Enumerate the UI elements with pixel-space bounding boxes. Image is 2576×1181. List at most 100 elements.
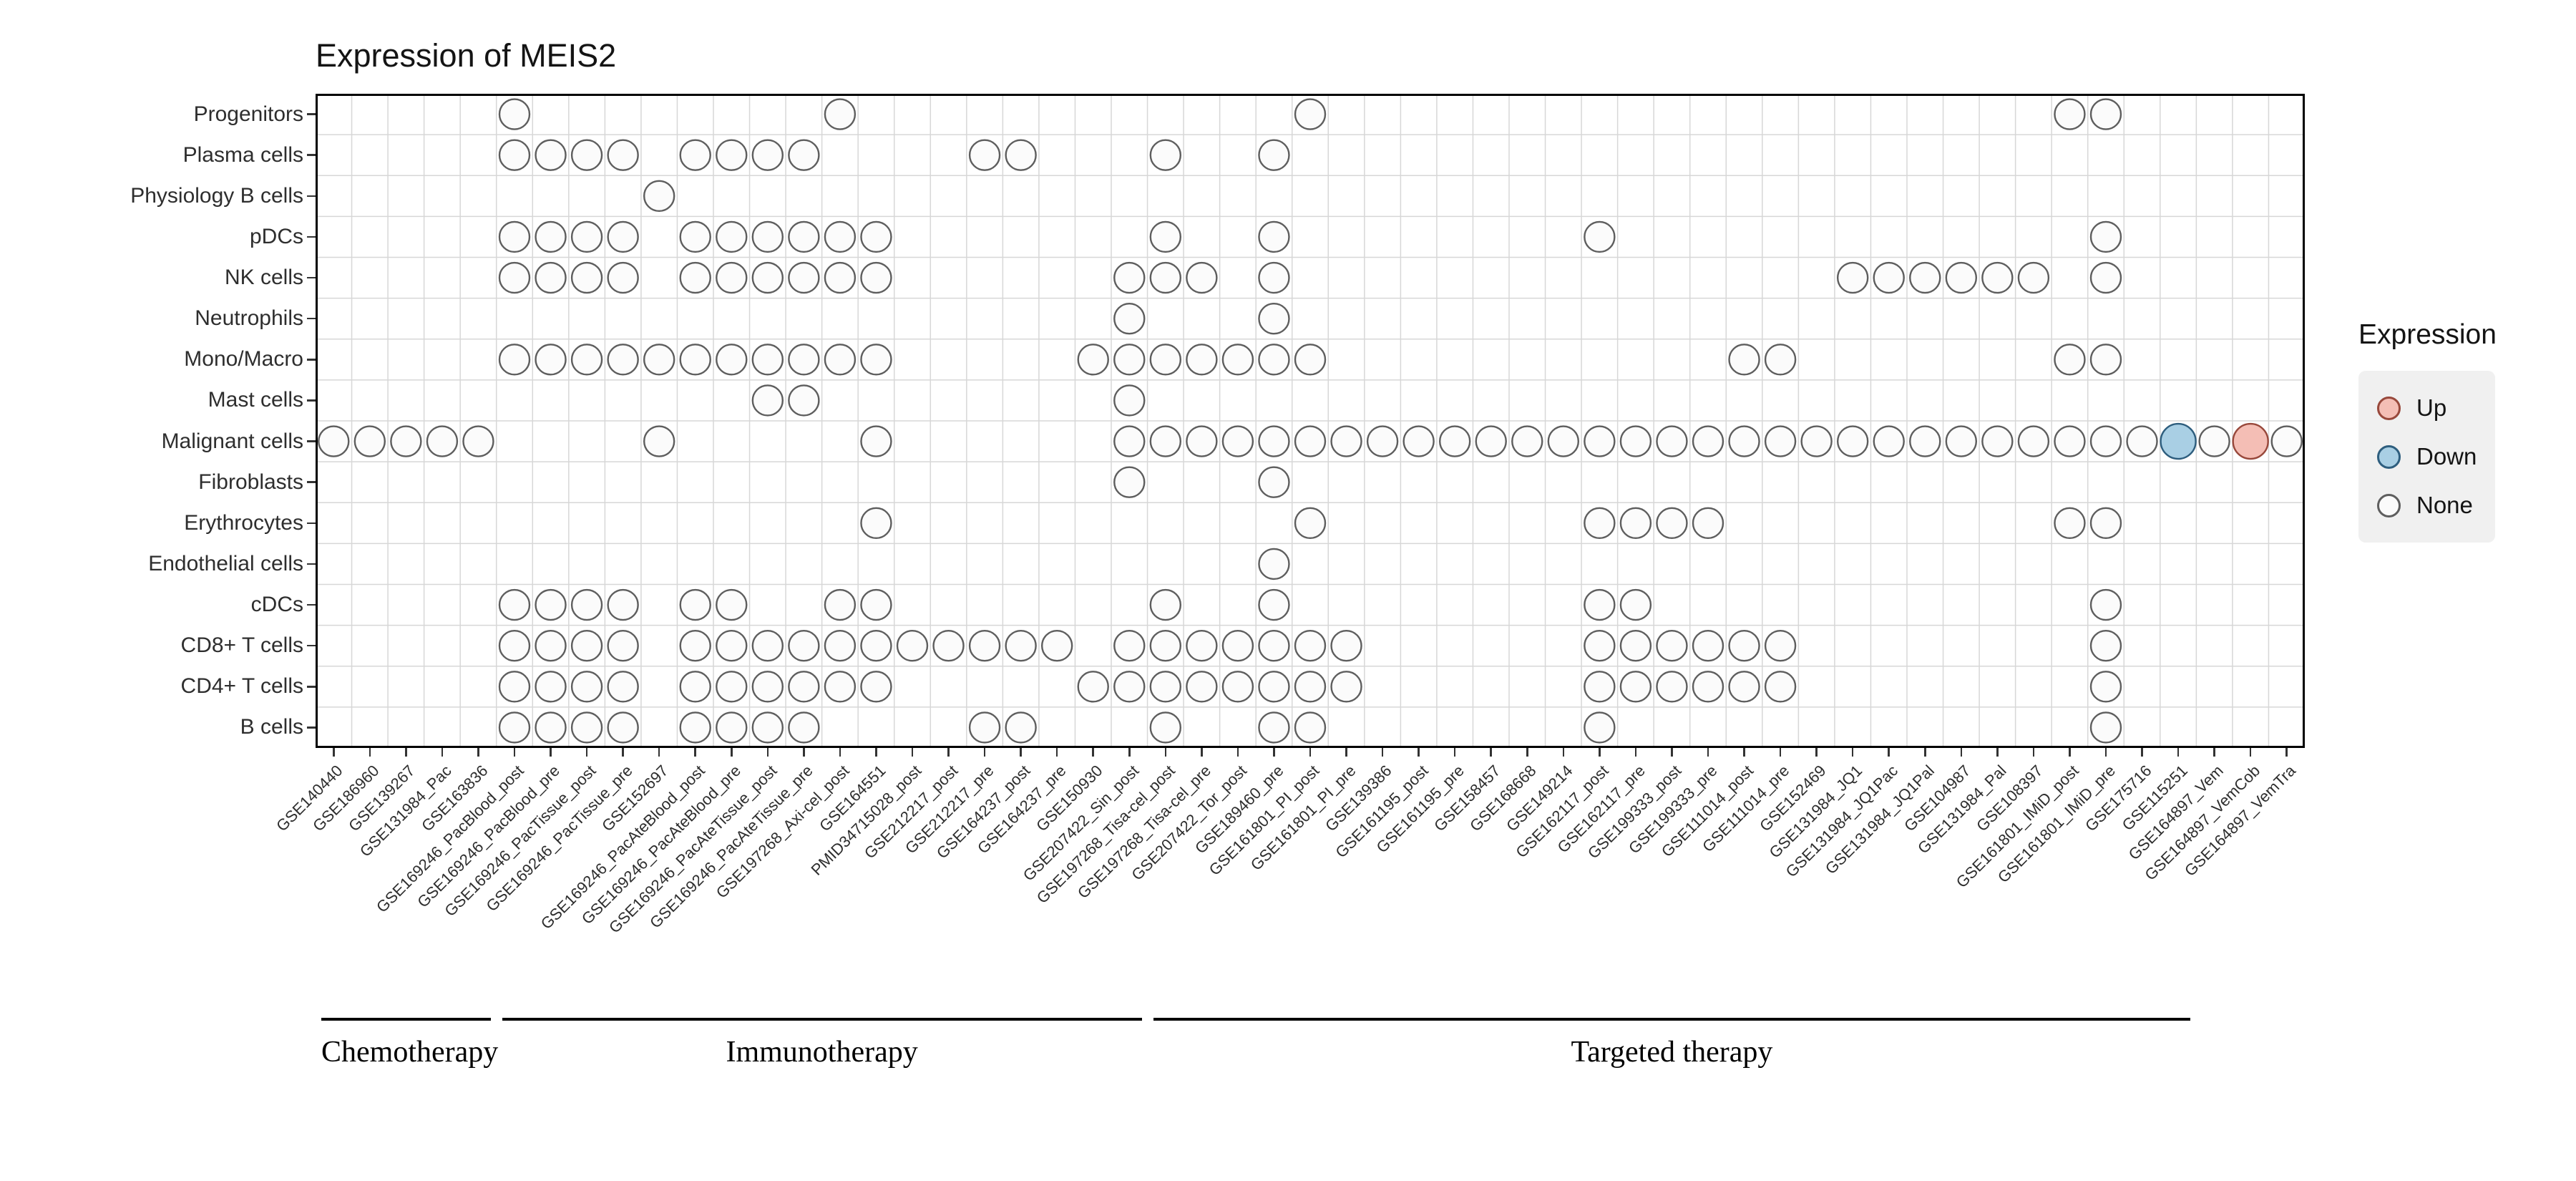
expression-dot-none — [1186, 425, 1218, 457]
x-axis-tick — [1634, 748, 1637, 757]
expression-dot-none — [1475, 425, 1507, 457]
expression-dot-none — [1149, 344, 1182, 376]
y-axis-tick — [307, 644, 316, 647]
x-axis-tick — [1345, 748, 1347, 757]
y-axis-tick — [307, 481, 316, 483]
expression-dot-none — [1258, 344, 1290, 376]
expression-dot-none — [1258, 629, 1290, 662]
expression-dot-none — [1149, 671, 1182, 703]
y-axis-label: Endothelial cells — [148, 551, 303, 575]
x-axis-tick — [405, 748, 407, 757]
x-axis-tick — [2177, 748, 2180, 757]
expression-dot-none — [1077, 671, 1109, 703]
expression-dot-none — [1873, 425, 1905, 457]
expression-dot-none — [1149, 261, 1182, 294]
expression-dot-none — [1258, 261, 1290, 294]
x-axis-tick — [1743, 748, 1745, 757]
legend-item-none: None — [2377, 481, 2477, 530]
expression-dot-none — [2089, 711, 2122, 744]
x-axis-tick — [1888, 748, 1890, 757]
x-axis-tick — [2285, 748, 2288, 757]
expression-dot-none — [607, 261, 639, 294]
expression-dot-none — [1656, 671, 1688, 703]
expression-dot-none — [643, 425, 675, 457]
expression-dot-none — [390, 425, 422, 457]
y-axis-tick — [307, 317, 316, 320]
expression-dot-none — [716, 344, 748, 376]
expression-dot-none — [2054, 425, 2086, 457]
expression-dot-none — [2089, 98, 2122, 130]
expression-dot-none — [1258, 302, 1290, 335]
expression-dot-none — [860, 507, 892, 540]
expression-dot-none — [1113, 302, 1146, 335]
expression-dot-none — [1149, 711, 1182, 744]
x-axis-tick — [1309, 748, 1312, 757]
expression-dot-none — [1294, 711, 1327, 744]
group-underline — [502, 1018, 1142, 1021]
y-axis-label: Fibroblasts — [198, 470, 303, 494]
x-axis-tick — [622, 748, 624, 757]
expression-dot-none — [1258, 139, 1290, 171]
expression-dot-none — [535, 671, 567, 703]
expression-dot-none — [679, 261, 711, 294]
y-axis-label: pDCs — [249, 224, 303, 248]
expression-dot-none — [570, 139, 603, 171]
expression-dot-none — [716, 220, 748, 253]
y-axis-tick — [307, 113, 316, 115]
expression-dot-none — [1584, 671, 1616, 703]
x-axis-tick — [1273, 748, 1275, 757]
expression-dot-none — [1728, 344, 1760, 376]
x-axis-tick — [1381, 748, 1384, 757]
expression-dot-none — [751, 261, 784, 294]
expression-dot-none — [2054, 98, 2086, 130]
x-axis-tick — [1599, 748, 1601, 757]
y-axis-label: Neutrophils — [195, 306, 303, 331]
expression-dot-none — [824, 629, 857, 662]
expression-dot-none — [788, 629, 820, 662]
expression-dot-none — [2126, 425, 2158, 457]
y-axis-label: cDCs — [250, 593, 303, 617]
expression-dot-none — [1366, 425, 1399, 457]
plot-panel — [316, 94, 2305, 748]
x-axis-tick — [1779, 748, 1782, 757]
expression-dot-none — [1113, 261, 1146, 294]
legend-item-label: None — [2416, 492, 2473, 518]
x-axis-tick — [694, 748, 696, 757]
group-label: Immunotherapy — [726, 1036, 918, 1069]
expression-dot-none — [716, 671, 748, 703]
expression-dot-none — [1186, 261, 1218, 294]
expression-dot-none — [824, 344, 857, 376]
x-axis-tick — [1236, 748, 1239, 757]
expression-dot-none — [1584, 507, 1616, 540]
expression-dot-none — [1258, 711, 1290, 744]
expression-dot-none — [1186, 671, 1218, 703]
expression-dot-none — [1619, 671, 1652, 703]
expression-dot-none — [498, 711, 531, 744]
expression-dot-none — [2270, 425, 2303, 457]
chart-title: Expression of MEIS2 — [316, 37, 617, 74]
expression-dot-none — [1547, 425, 1580, 457]
x-axis-tick — [1453, 748, 1456, 757]
x-axis-tick — [585, 748, 588, 757]
x-axis-tick — [1092, 748, 1094, 757]
expression-dot-none — [535, 261, 567, 294]
y-axis-label: Physiology B cells — [130, 183, 303, 208]
expression-dot-none — [751, 629, 784, 662]
expression-dot-none — [462, 425, 494, 457]
expression-dot-none — [716, 139, 748, 171]
expression-dot-none — [1005, 711, 1037, 744]
expression-dot-none — [498, 629, 531, 662]
expression-dot-none — [570, 220, 603, 253]
expression-dot-none — [788, 671, 820, 703]
expression-dot-none — [1330, 425, 1362, 457]
x-axis-tick — [369, 748, 371, 757]
expression-dot-none — [1258, 588, 1290, 621]
expression-dot-none — [860, 425, 892, 457]
y-axis-label: CD8+ T cells — [180, 633, 303, 658]
expression-dot-none — [2054, 344, 2086, 376]
x-axis-tick — [2104, 748, 2107, 757]
expression-dot-none — [896, 629, 929, 662]
legend-title: Expression — [2358, 319, 2497, 350]
expression-dot-none — [751, 220, 784, 253]
